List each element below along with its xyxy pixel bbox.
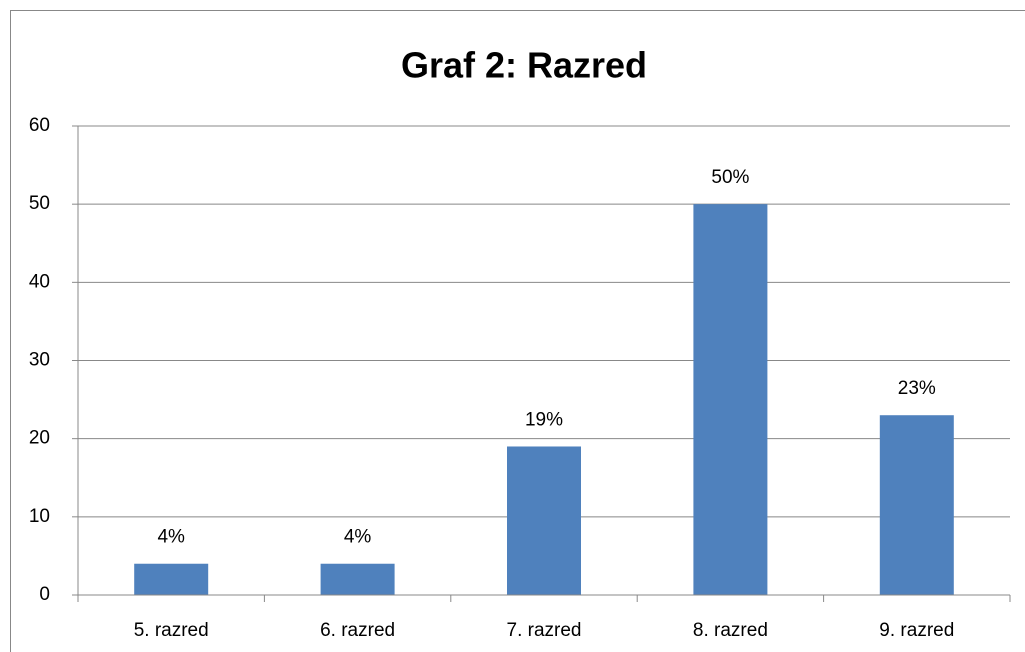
bar [693,204,768,595]
value-label: 50% [711,167,749,188]
value-label: 4% [157,527,185,548]
bar [320,563,395,595]
y-tick-label: 30 [29,350,50,371]
x-tick-label: 6. razred [320,620,395,641]
y-tick-label: 0 [39,584,50,605]
bar [879,415,954,595]
value-label: 4% [344,527,372,548]
y-tick-label: 60 [29,115,50,136]
x-tick-label: 5. razred [134,620,209,641]
y-tick-label: 40 [29,271,50,292]
value-label: 23% [898,378,936,399]
bar [507,446,581,595]
x-tick-label: 7. razred [507,620,582,641]
value-label: 19% [525,409,563,430]
y-tick-label: 50 [29,193,50,214]
y-tick-label: 10 [29,506,50,527]
x-tick-label: 8. razred [693,620,768,641]
bar [134,563,209,595]
y-tick-label: 20 [29,428,50,449]
chart-title: Graf 2: Razred [401,45,647,86]
x-tick-label: 9. razred [879,620,954,641]
